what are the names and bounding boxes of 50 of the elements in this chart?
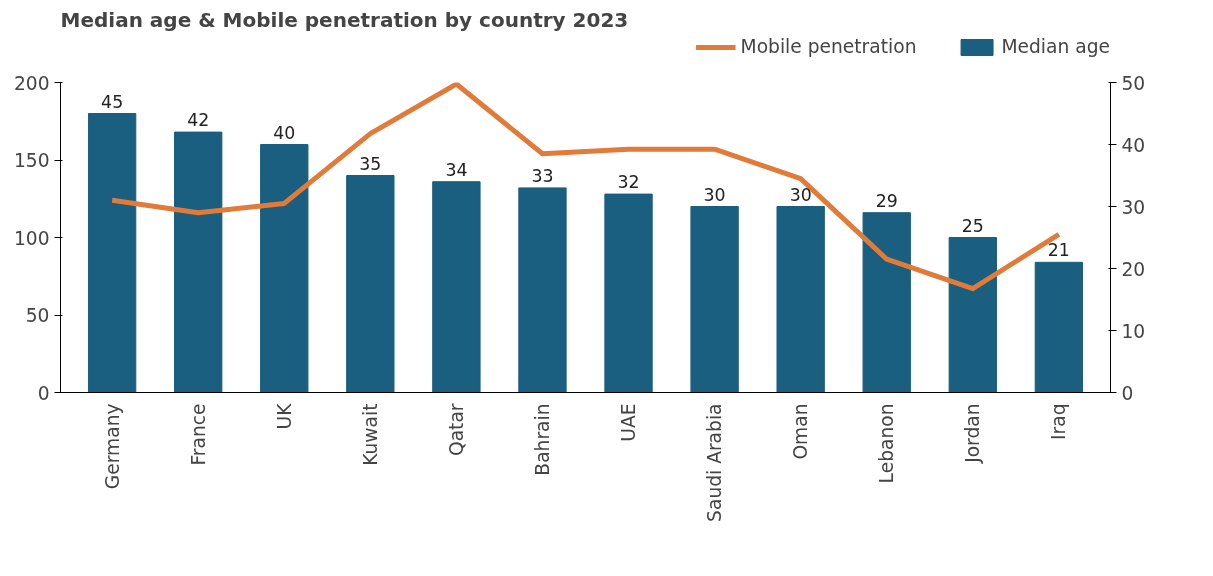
- x-tick-label: UAE: [618, 403, 640, 442]
- legend-label: Mobile penetration: [740, 36, 917, 57]
- y-tick-label: 150: [13, 150, 50, 171]
- y-tick-label: 50: [25, 305, 50, 326]
- bar: [432, 181, 481, 393]
- data-label: 25: [961, 215, 984, 236]
- data-label: 29: [875, 190, 898, 211]
- bar: [690, 206, 739, 393]
- data-label: 30: [789, 184, 812, 205]
- x-tick-label: Germany: [101, 403, 123, 490]
- y2-tick-label: 0: [1121, 382, 1134, 404]
- chart-title: Median age & Mobile penetration by country 2023: [60, 7, 629, 32]
- x-tick-label: Saudi Arabia: [704, 403, 726, 522]
- data-label: 21: [1047, 240, 1070, 261]
- x-tick-label: Jordan: [962, 403, 984, 464]
- x-tick-label: Qatar: [445, 403, 467, 457]
- y2-tick-label: 20: [1121, 258, 1146, 280]
- legend-label: Median age: [1001, 36, 1110, 57]
- y2-tick-label: 40: [1121, 134, 1146, 156]
- bar: [87, 113, 137, 393]
- bar: [862, 212, 911, 393]
- x-tick-label: Bahrain: [531, 403, 553, 476]
- x-tick-label: Iraq: [1048, 403, 1070, 440]
- data-label: 33: [531, 165, 554, 186]
- bar: [1034, 261, 1084, 393]
- x-tick-label: Oman: [790, 403, 812, 460]
- x-tick-label: France: [187, 403, 209, 466]
- data-label: 45: [101, 91, 124, 112]
- bar: [518, 187, 567, 393]
- y2-tick-label: 30: [1121, 196, 1146, 218]
- data-label: 34: [445, 159, 468, 180]
- y2-tick-label: 50: [1121, 72, 1146, 94]
- x-tick-label: UK: [273, 402, 295, 430]
- data-label: 42: [187, 110, 210, 131]
- bar: [948, 237, 997, 393]
- data-label: 40: [273, 122, 296, 143]
- data-label: 35: [359, 153, 382, 174]
- y-tick-label: 100: [13, 227, 50, 249]
- y-tick-label: 200: [13, 72, 50, 94]
- x-tick-label: Kuwait: [359, 403, 381, 466]
- bar: [604, 193, 653, 393]
- x-tick-label: Lebanon: [876, 403, 898, 484]
- y-tick-label: 0: [37, 382, 50, 404]
- data-label: 30: [703, 184, 726, 205]
- y2-tick-label: 10: [1121, 320, 1146, 342]
- bar: [260, 144, 309, 393]
- bar: [174, 131, 223, 393]
- bar: [776, 206, 825, 393]
- data-label: 32: [617, 172, 640, 193]
- bar: [346, 175, 395, 393]
